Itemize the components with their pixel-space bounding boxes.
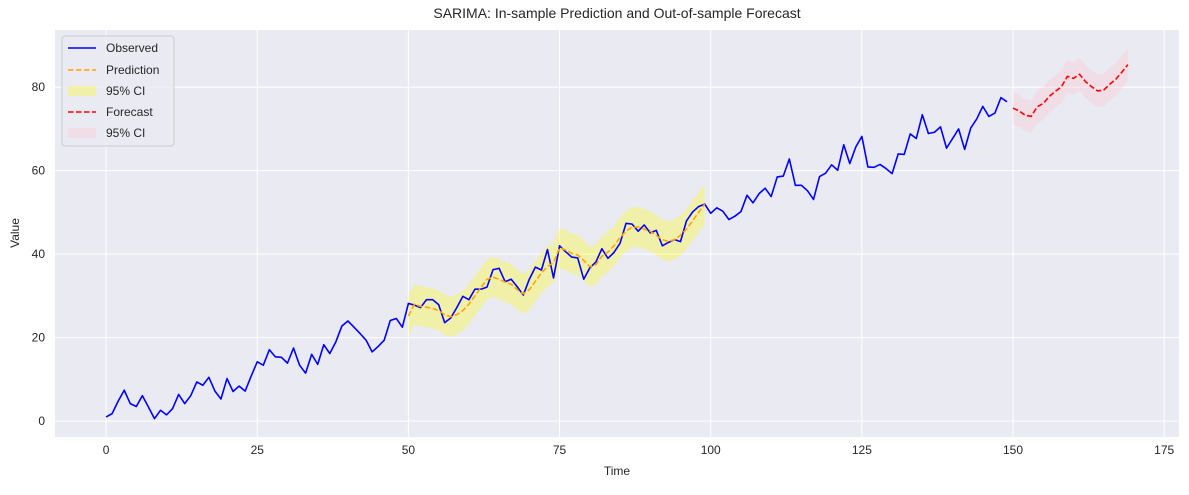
chart-title: SARIMA: In-sample Prediction and Out-of-… xyxy=(433,5,800,21)
legend-prediction-label: Prediction xyxy=(106,63,159,77)
plot-background xyxy=(55,30,1179,437)
legend-observed-label: Observed xyxy=(106,41,158,55)
legend: Observed Prediction 95% CI Forecast 95% … xyxy=(61,35,175,147)
y-tick-label: 60 xyxy=(32,164,46,178)
x-tick-label: 175 xyxy=(1154,443,1174,457)
observed-line xyxy=(105,96,1008,420)
x-tick-label: 125 xyxy=(852,443,872,457)
prediction-line xyxy=(407,203,706,318)
grid xyxy=(55,30,1179,437)
x-tick-label: 150 xyxy=(1003,443,1023,457)
legend-forecast-ci-label: 95% CI xyxy=(106,126,145,140)
x-tick-label: 25 xyxy=(251,443,265,457)
x-tick-label: 100 xyxy=(701,443,721,457)
x-tick-label: 50 xyxy=(402,443,416,457)
legend-forecast-label: Forecast xyxy=(106,105,153,119)
y-tick-label: 80 xyxy=(32,80,46,94)
x-tick-label: 0 xyxy=(103,443,110,457)
x-axis-label: Time xyxy=(604,464,631,478)
tick-labels: 0 25 50 75 100 125 150 175 0 20 40 60 80 xyxy=(32,80,1175,457)
x-tick-label: 75 xyxy=(553,443,567,457)
series-layer xyxy=(105,48,1129,420)
legend-prediction-ci-label: 95% CI xyxy=(106,84,145,98)
legend-box xyxy=(61,35,175,147)
y-tick-label: 40 xyxy=(32,247,46,261)
y-axis-label: Value xyxy=(8,218,22,248)
y-tick-label: 0 xyxy=(38,414,45,428)
legend-forecast-ci-swatch xyxy=(68,128,96,138)
y-tick-label: 20 xyxy=(32,331,46,345)
legend-prediction-ci-swatch xyxy=(68,86,96,96)
forecast-ci-band xyxy=(1013,48,1128,133)
